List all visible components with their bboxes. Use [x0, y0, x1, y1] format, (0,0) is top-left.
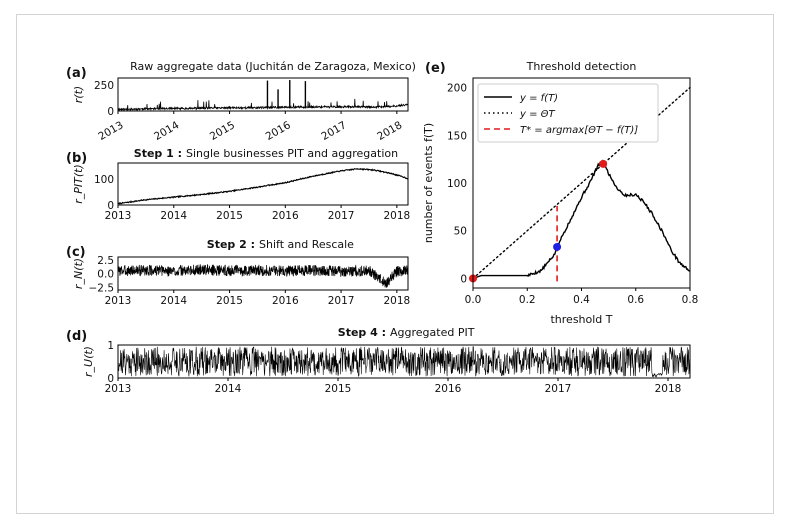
y-tick-label: 0	[107, 106, 114, 118]
marker-point	[553, 242, 562, 251]
panel-e-title: Threshold detection	[526, 60, 637, 73]
x-tick-label: 2016	[435, 383, 462, 395]
panel-e-frame	[472, 77, 691, 289]
x-tick-label: 2014	[152, 119, 181, 143]
panel-d-frame	[117, 344, 691, 379]
x-tick-label: 2014	[215, 383, 242, 395]
series-f-line	[472, 159, 691, 280]
panel-c-step: Step 2 :	[207, 238, 255, 251]
legend-label: T* = argmax[ΘT − f(T)]	[520, 125, 638, 136]
x-tick-label: 2013	[105, 383, 132, 395]
panel-b-step: Step 1 :	[134, 147, 182, 160]
x-tick-label: 2014	[160, 210, 187, 222]
panel-c-ylabel: r_N(t)	[72, 258, 85, 289]
series-line	[117, 98, 409, 112]
x-tick-label: 2018	[655, 383, 682, 395]
x-tick-label: 2018	[383, 210, 410, 222]
y-tick-label: 200	[447, 83, 467, 95]
y-tick-label: 2.5	[97, 255, 114, 267]
panel-a-title: Raw aggregate data (Juchitán de Zaragoza…	[130, 60, 416, 73]
panel-e: (e) Threshold detection threshold T number …	[422, 60, 698, 326]
panel-b-title: Single businesses PIT and aggregation	[186, 147, 398, 160]
panel-c-title: Shift and Rescale	[259, 238, 354, 251]
series-theta-line	[472, 86, 691, 280]
marker-point	[599, 159, 608, 168]
y-tick-label: 0	[460, 273, 467, 285]
panel-d: (d) Step 4 : Aggregated PIT r_U(t) 0 1 2013 201…	[66, 326, 691, 395]
x-tick-label: 0.4	[573, 294, 590, 306]
panel-b: (b) Step 1 : Single businesses PIT and agg…	[66, 147, 410, 222]
x-tick-label: 2017	[328, 295, 355, 307]
x-tick-label: 0.2	[519, 294, 536, 306]
y-tick-label: 1	[107, 340, 114, 352]
x-tick-label: 2017	[328, 210, 355, 222]
panel-d-ylabel: r_U(t)	[82, 346, 95, 377]
x-tick-label: 2015	[208, 119, 237, 143]
panel-a-label: (a)	[66, 66, 87, 81]
panel-c: (c) Step 2 : Shift and Rescale r_N(t) 2.5 0.0…	[66, 238, 410, 307]
legend-label: y = f(T)	[519, 93, 558, 104]
x-tick-label: 2013	[105, 210, 132, 222]
y-tick-label: 0.0	[97, 269, 114, 281]
panel-e-ylabel: number of events f(T)	[422, 123, 435, 243]
series-line	[117, 346, 691, 378]
y-tick-label: 0	[107, 200, 114, 212]
panel-b-frame	[117, 162, 409, 206]
panel-b-label: (b)	[66, 151, 87, 166]
legend-box	[477, 83, 659, 143]
x-tick-label: 2015	[216, 210, 243, 222]
x-tick-label: 2013	[96, 119, 125, 143]
panel-b-ylabel: r_PIT(t)	[72, 164, 85, 204]
series-line	[117, 264, 409, 288]
series-line	[117, 167, 408, 206]
legend: y = f(T) y = ΘT T* = argmax[ΘT − f(T)]	[477, 83, 659, 143]
y-tick-label: 250	[94, 80, 114, 92]
x-tick-label: 0.6	[627, 294, 644, 306]
panel-e-xlabel: threshold T	[550, 313, 612, 326]
y-tick-label: 50	[454, 226, 467, 238]
x-tick-label: 2017	[545, 383, 572, 395]
x-tick-label: 2015	[325, 383, 352, 395]
panel-c-label: (c)	[66, 245, 86, 260]
x-tick-label: 2016	[264, 119, 293, 143]
x-tick-label: 2018	[383, 295, 410, 307]
panel-a-frame	[117, 77, 409, 112]
y-tick-label: 100	[94, 174, 114, 186]
x-tick-label: 2016	[272, 295, 299, 307]
x-tick-label: 2015	[216, 295, 243, 307]
panel-d-title: Aggregated PIT	[390, 326, 475, 339]
panel-c-frame	[117, 256, 409, 291]
panel-d-label: (d)	[66, 329, 87, 344]
x-tick-label: 2013	[105, 295, 132, 307]
y-tick-label: −2.5	[89, 282, 115, 294]
panel-a: (a) Raw aggregate data (Juchitán de Zarag…	[66, 60, 416, 143]
x-tick-label: 0.0	[465, 294, 482, 306]
y-tick-label: 0	[107, 373, 114, 385]
panel-e-label: (e)	[425, 61, 446, 76]
y-tick-label: 150	[447, 130, 467, 142]
x-tick-label: 0.8	[682, 294, 699, 306]
panel-a-ylabel: r(t)	[72, 86, 85, 103]
x-tick-label: 2014	[160, 295, 187, 307]
panel-d-step: Step 4 :	[338, 326, 386, 339]
y-tick-label: 100	[447, 178, 467, 190]
x-tick-label: 2016	[272, 210, 299, 222]
x-tick-label: 2017	[319, 119, 348, 143]
legend-label: y = ΘT	[519, 109, 556, 120]
x-tick-label: 2018	[375, 119, 404, 143]
